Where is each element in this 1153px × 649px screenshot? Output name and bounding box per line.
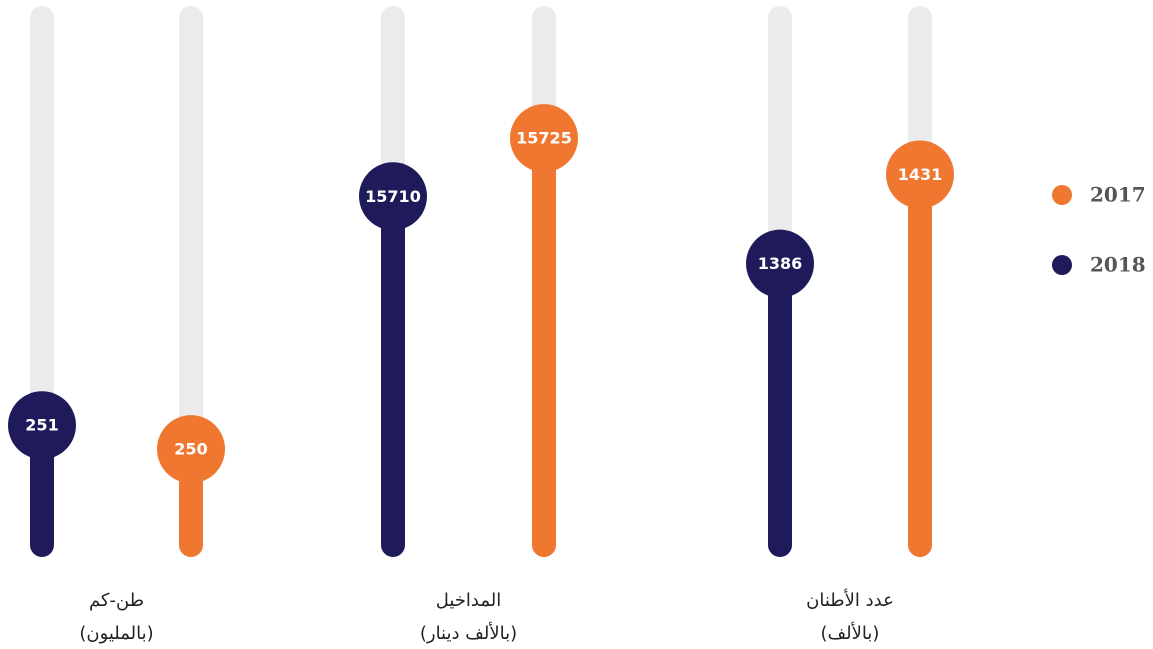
group-sublabel: (بالألف دينار)	[420, 622, 517, 644]
group-sublabel: (بالمليون)	[79, 623, 153, 644]
value-label: 1386	[758, 254, 803, 273]
group-label: المداخيل	[436, 590, 502, 611]
group-label: عدد الأطنان	[806, 589, 894, 611]
legend-label: 2017	[1090, 183, 1146, 207]
marker	[746, 229, 814, 298]
marker	[157, 415, 225, 484]
value-label: 15725	[516, 129, 572, 148]
value-label: 251	[25, 416, 58, 435]
marker	[359, 162, 427, 231]
marker	[510, 104, 578, 173]
value-label: 250	[174, 440, 207, 459]
group-label: طن-كم	[89, 590, 144, 611]
legend-swatch	[1052, 185, 1072, 205]
group-sublabel: (بالألف)	[821, 622, 880, 644]
legend-label: 2018	[1090, 253, 1146, 277]
legend-swatch	[1052, 255, 1072, 275]
value-label: 15710	[365, 187, 421, 206]
marker	[886, 140, 954, 209]
marker	[8, 391, 76, 460]
value-label: 1431	[898, 165, 943, 184]
